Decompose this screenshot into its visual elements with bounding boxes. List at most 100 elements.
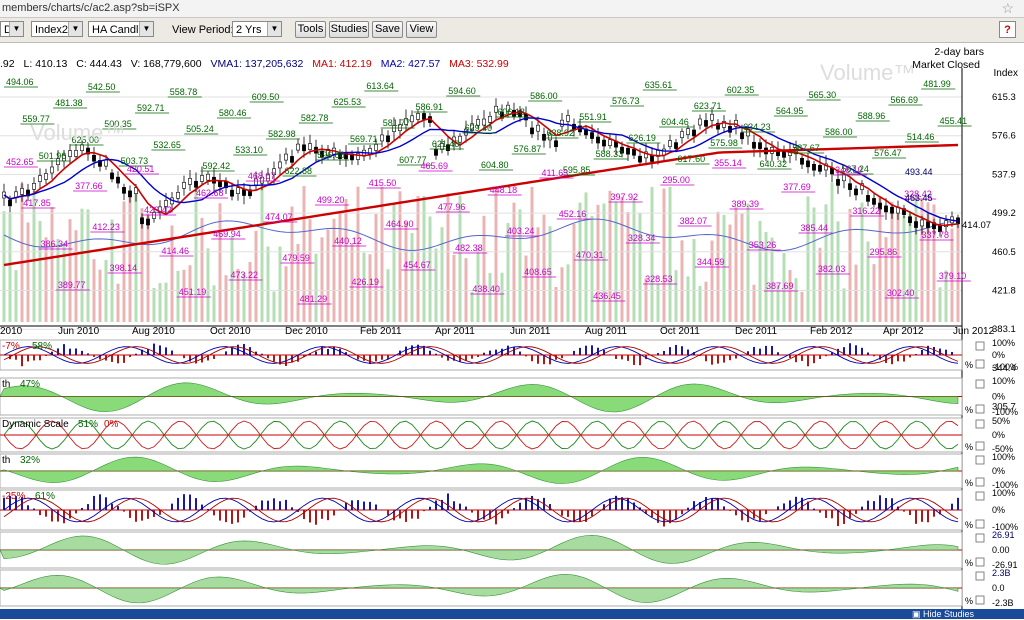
volume-bar: [57, 239, 60, 322]
histogram-bar: [225, 510, 227, 522]
candle-body: [236, 188, 239, 194]
histogram-bar: [681, 510, 683, 514]
resistance-label: 505.24: [186, 124, 214, 134]
histogram-bar: [69, 349, 71, 355]
volume-bar: [819, 248, 822, 322]
candle-body: [938, 226, 941, 232]
volume-bar: [891, 202, 894, 322]
study-axis-label: 0%: [992, 505, 1005, 515]
address-bar[interactable]: members/charts/c/ac2.asp?sb=iSPX ☆: [0, 0, 1024, 18]
candle-body: [566, 115, 569, 121]
view-button[interactable]: View: [406, 21, 437, 38]
resistance-label: 576.73: [612, 96, 640, 106]
histogram-bar: [657, 353, 659, 355]
study-axis-label: -2.3B: [992, 598, 1014, 608]
resistance-label: 575.98: [710, 138, 738, 148]
candle-body: [560, 120, 563, 126]
support-label: 328.42: [904, 189, 932, 199]
candle-body: [200, 175, 203, 181]
resistance-label: 551.91: [579, 112, 607, 122]
support-label: 423.42: [144, 205, 172, 215]
volume-bar: [9, 212, 12, 322]
candle-body: [176, 192, 179, 198]
histogram-bar: [627, 355, 629, 361]
histogram-bar: [129, 355, 131, 357]
volume-bar: [363, 253, 366, 322]
histogram-bar: [189, 355, 191, 362]
volume-bar: [129, 192, 132, 322]
quote-ma3: MA3: 532.99: [449, 58, 509, 70]
histogram-bar: [705, 355, 707, 361]
volume-bar: [453, 255, 456, 322]
histogram-bar: [609, 354, 611, 355]
study-signal-line: [4, 421, 958, 449]
histogram-bar: [417, 510, 419, 519]
candle-body: [296, 144, 299, 150]
histogram-bar: [147, 349, 149, 355]
studies-button[interactable]: Studies: [329, 21, 369, 38]
histogram-bar: [771, 346, 773, 355]
histogram-bar: [573, 510, 575, 522]
histogram-bar: [675, 345, 677, 355]
histogram-bar: [435, 354, 437, 355]
candle-body: [782, 151, 785, 157]
histogram-bar: [57, 510, 59, 522]
chart-style-select[interactable]: HA Candle▼: [88, 21, 154, 37]
candle-body: [788, 150, 791, 156]
candle-body: [854, 189, 857, 195]
volume-bar: [261, 183, 264, 322]
volume-bar: [543, 215, 546, 322]
volume-bar: [441, 227, 444, 322]
resistance-label: 565.30: [809, 90, 837, 100]
index-select[interactable]: Index2▼: [31, 21, 83, 37]
histogram-bar: [933, 347, 935, 355]
volume-bar: [429, 216, 432, 322]
candle-body: [524, 114, 527, 120]
resistance-label: 542.50: [88, 82, 116, 92]
study-value: 0%: [104, 419, 119, 430]
histogram-bar: [201, 355, 203, 362]
resistance-label: 586.91: [415, 102, 443, 112]
tools-button[interactable]: Tools: [295, 21, 326, 38]
volume-bar: [621, 197, 624, 322]
volume-bar: [825, 204, 828, 322]
x-axis-label: 2010: [0, 326, 23, 337]
period-select[interactable]: D▼: [0, 21, 24, 37]
volume-bar: [33, 191, 36, 322]
support-label: 448.18: [490, 185, 518, 195]
candle-body: [308, 144, 311, 150]
help-button[interactable]: ?: [999, 21, 1016, 38]
x-axis-label: Apr 2012: [883, 326, 924, 337]
resistance-label: 532.65: [153, 140, 181, 150]
volume-bar: [699, 286, 702, 322]
volume-bar: [435, 249, 438, 322]
support-label: 328.53: [645, 274, 673, 284]
quote-ma2: MA2: 427.57: [381, 58, 441, 70]
histogram-bar: [621, 355, 623, 359]
candle-body: [944, 221, 947, 227]
histogram-bar: [777, 506, 779, 510]
histogram-bar: [21, 497, 23, 510]
volume-bar: [549, 226, 552, 322]
volume-bar: [951, 228, 954, 322]
ma2-line: [4, 118, 958, 221]
hide-studies-toggle[interactable]: ▣ Hide Studies: [912, 609, 974, 620]
histogram-bar: [663, 510, 665, 527]
volume-bar: [87, 209, 90, 322]
volume-bar: [171, 225, 174, 322]
star-icon[interactable]: ☆: [1001, 0, 1014, 17]
histogram-bar: [495, 350, 497, 355]
view-period-select[interactable]: 2 Yrs▼: [232, 21, 282, 37]
histogram-bar: [891, 355, 893, 364]
candle-body: [674, 143, 677, 149]
study-checkbox: [976, 520, 984, 528]
candle-body: [470, 124, 473, 130]
save-button[interactable]: Save: [372, 21, 403, 38]
histogram-bar: [849, 510, 851, 518]
url-text[interactable]: members/charts/c/ac2.asp?sb=iSPX: [2, 2, 180, 14]
histogram-bar: [411, 510, 413, 519]
resistance-label: 606.18: [497, 107, 525, 117]
candle-body: [104, 160, 107, 166]
candle-body: [20, 188, 23, 194]
histogram-bar: [705, 497, 707, 510]
